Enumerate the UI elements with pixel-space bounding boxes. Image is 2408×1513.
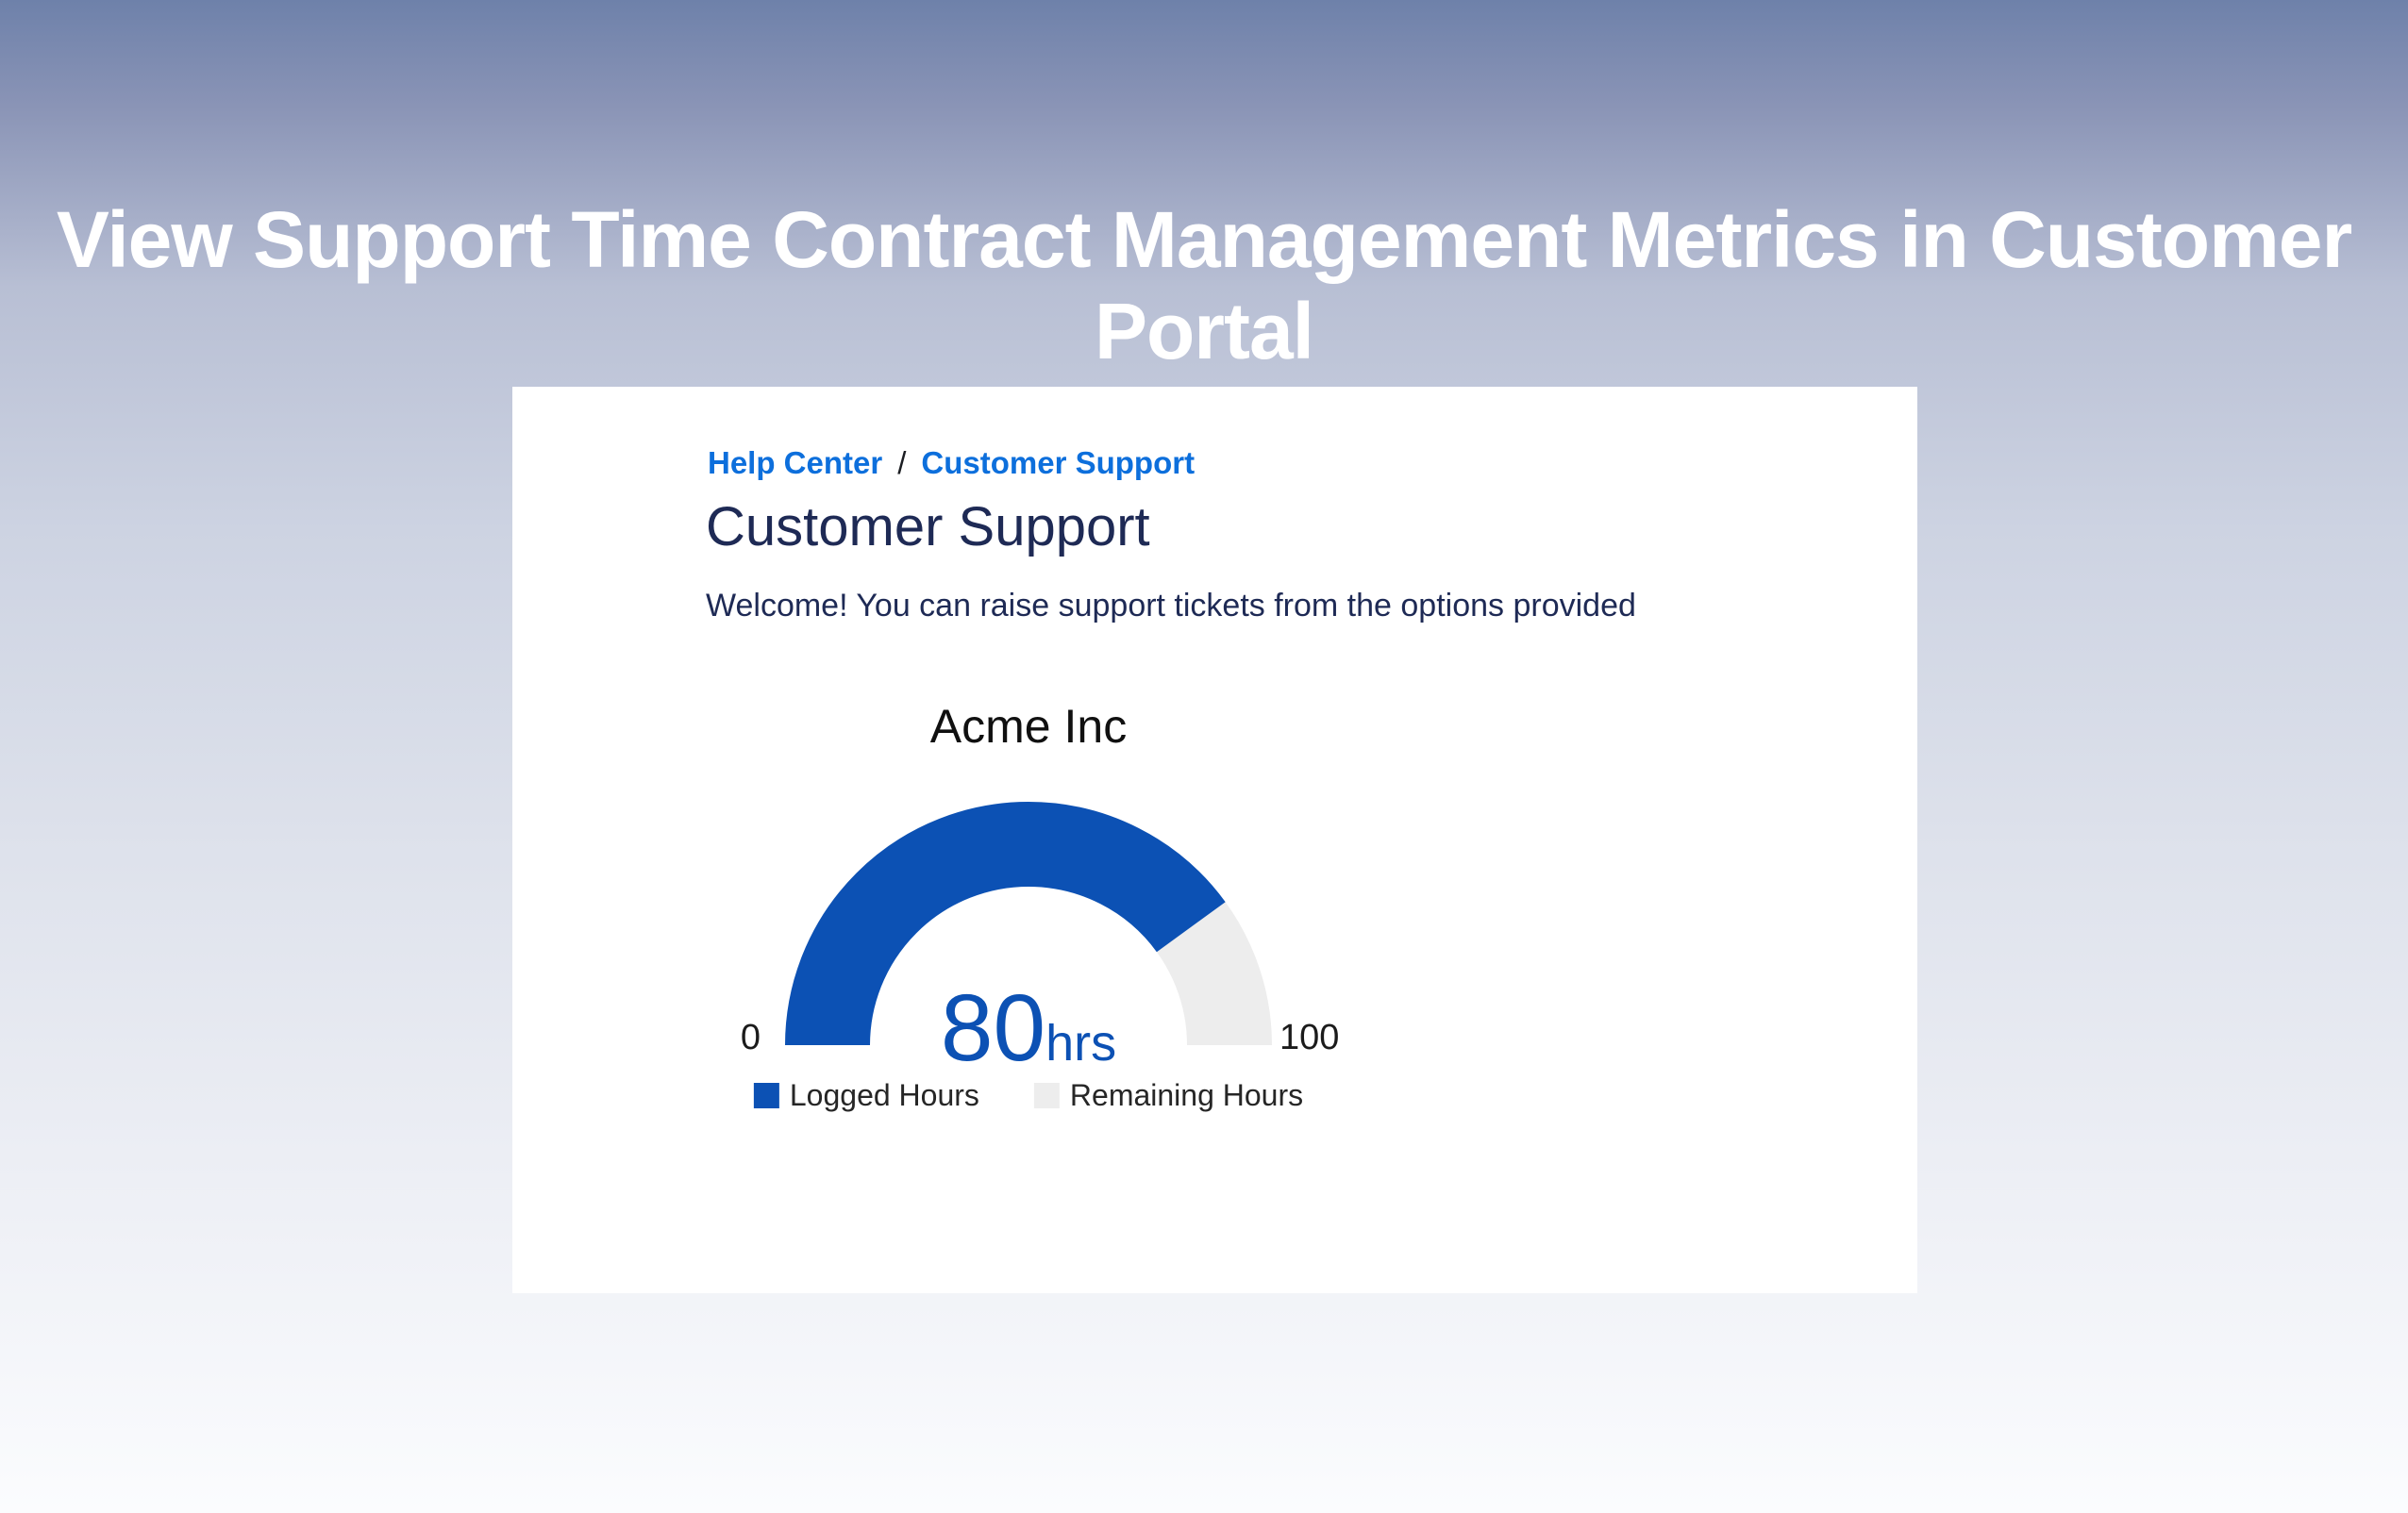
legend-label: Remaining Hours bbox=[1069, 1078, 1304, 1112]
gauge-value-arc bbox=[785, 802, 1272, 1046]
gauge-legend: Logged Hours Remaining Hours bbox=[753, 1078, 1304, 1112]
gauge-chart: 0 100 80 hrs bbox=[741, 802, 1339, 1075]
breadcrumb: Help Center / Customer Support bbox=[708, 445, 1195, 481]
legend-label: Logged Hours bbox=[789, 1078, 979, 1112]
gauge-value-number: 80 bbox=[940, 975, 1046, 1081]
welcome-text: Welcome! You can raise support tickets f… bbox=[706, 588, 1636, 623]
breadcrumb-separator: / bbox=[897, 445, 907, 480]
page-title: View Support Time Contract Management Me… bbox=[56, 195, 2352, 375]
customer-portal-card: Help Center / Customer Support Customer … bbox=[512, 387, 1917, 1293]
gauge-min-label: 0 bbox=[740, 1018, 761, 1057]
gauge-value: 80 hrs bbox=[941, 981, 1116, 1075]
breadcrumb-link-customer-support[interactable]: Customer Support bbox=[921, 445, 1196, 480]
legend-item-remaining-hours[interactable]: Remaining Hours bbox=[1033, 1078, 1304, 1112]
card-heading: Customer Support bbox=[706, 496, 1150, 557]
gauge-max-label: 100 bbox=[1279, 1018, 1340, 1057]
breadcrumb-link-help-center[interactable]: Help Center bbox=[708, 445, 883, 480]
legend-item-logged-hours[interactable]: Logged Hours bbox=[753, 1078, 979, 1112]
support-hours-gauge: Acme Inc 0 100 80 hrs Logged Hours Remai… bbox=[741, 698, 1340, 1110]
gauge-value-unit: hrs bbox=[1045, 1015, 1117, 1072]
legend-swatch bbox=[753, 1082, 779, 1108]
gauge-title: Acme Inc bbox=[929, 700, 1128, 753]
legend-swatch bbox=[1033, 1082, 1060, 1108]
gauge-svg bbox=[785, 802, 1272, 1046]
